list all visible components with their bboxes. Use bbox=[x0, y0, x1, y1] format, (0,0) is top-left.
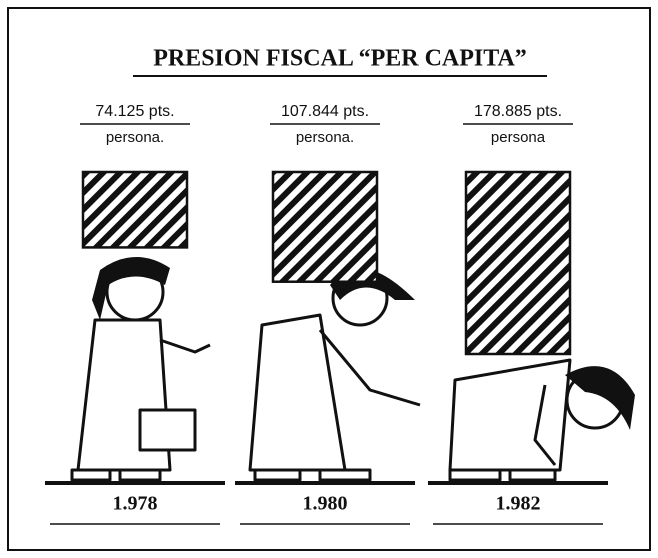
figure-1982 bbox=[450, 360, 635, 480]
figure-1978 bbox=[72, 257, 210, 480]
year-label: 1.982 bbox=[496, 493, 541, 515]
chart-title: PRESION FISCAL “PER CAPITA” bbox=[153, 46, 527, 72]
unit-label: persona bbox=[491, 129, 546, 146]
year-label: 1.980 bbox=[303, 493, 348, 515]
value-label: 178.885 pts. bbox=[474, 103, 562, 120]
value-label: 107.844 pts. bbox=[281, 103, 369, 120]
chart: PRESION FISCAL “PER CAPITA” 74.125 pts. p… bbox=[0, 0, 658, 558]
unit-label: persona. bbox=[106, 129, 164, 146]
tax-block bbox=[83, 172, 187, 247]
tax-block bbox=[273, 172, 377, 282]
unit-label: persona. bbox=[296, 129, 354, 146]
tax-block bbox=[466, 172, 570, 354]
value-label: 74.125 pts. bbox=[95, 103, 174, 120]
figure-1980 bbox=[250, 268, 420, 480]
year-label: 1.978 bbox=[113, 493, 158, 515]
